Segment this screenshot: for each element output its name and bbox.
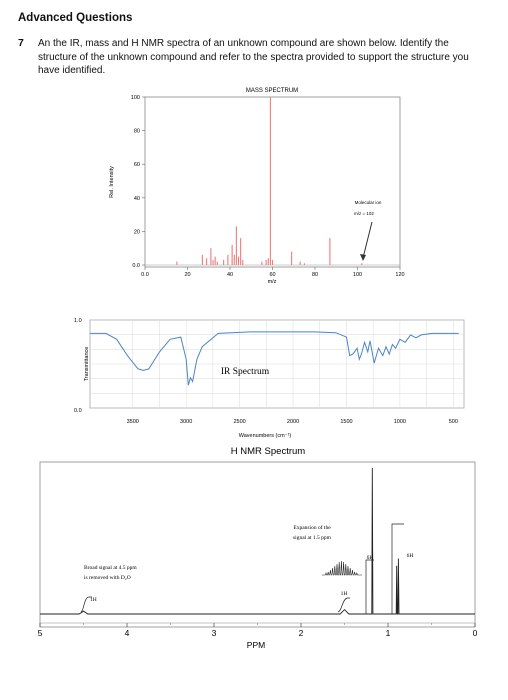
- nmr-title: H NMR Spectrum: [231, 446, 306, 457]
- ir-x-tick-label: 2000: [287, 419, 299, 425]
- integral-curve-1-2ppm: [365, 559, 374, 614]
- nmr-x-tick-label: 2: [299, 628, 304, 638]
- integral-label-1-5ppm: 1H: [341, 591, 348, 597]
- molecular-ion-arrow: [362, 221, 373, 259]
- question-number: 7: [18, 37, 24, 49]
- ms-y-tick-label: 0.0: [132, 263, 140, 269]
- ir-x-tick-label: 1500: [340, 419, 352, 425]
- integral-curve-0-9ppm: [391, 523, 404, 614]
- ms-y-tick-label: 20: [134, 229, 140, 235]
- ms-x-axis-label: m/z: [268, 279, 277, 285]
- section-heading: Advanced Questions: [18, 12, 133, 24]
- molecular-ion-label: Molecular ion: [355, 200, 382, 205]
- ir-title: IR Spectrum: [221, 367, 270, 377]
- ms-y-tick-label: 60: [134, 162, 140, 168]
- ir-spectrum-line: [90, 331, 459, 386]
- integral-curve-4-5ppm: [80, 596, 92, 613]
- molecular-ion-arrowhead: [360, 254, 366, 261]
- ir-y-tick-label: 0.0: [74, 408, 82, 414]
- ir-x-tick-label: 3500: [127, 419, 139, 425]
- ms-x-tick-label: 60: [269, 272, 275, 278]
- ms-title: MASS SPECTRUM: [246, 88, 298, 94]
- expansion-note-line1: Expansion of the: [293, 524, 331, 531]
- nmr-x-tick-label: 3: [212, 628, 217, 638]
- expansion-multiplet-line: [322, 560, 362, 576]
- ms-x-tick-label: 120: [395, 272, 404, 278]
- nmr-x-tick-label: 5: [38, 628, 43, 638]
- ir-y-axis-label: Transmittance: [84, 347, 90, 382]
- ir-x-tick-label: 2500: [233, 419, 245, 425]
- broad-signal-note-line2: is removed with D₂O: [84, 575, 131, 581]
- nmr-plot-frame: [39, 461, 476, 628]
- ms-y-tick-label: 100: [131, 95, 140, 101]
- mass-spectrum-chart: MASS SPECTRUM Rel. Intensity m/z 0.0 20 40…: [109, 88, 405, 285]
- ir-x-tick-label: 3000: [180, 419, 192, 425]
- nmr-x-axis-label: PPM: [247, 640, 265, 650]
- ir-x-tick-label: 500: [449, 419, 458, 425]
- ir-x-tick-label: 1000: [394, 419, 406, 425]
- ms-x-tick-label: 0.0: [141, 272, 149, 278]
- ir-spectrum-chart: IR Spectrum Transmittance Wavenumbers (c…: [74, 318, 465, 439]
- ms-y-tick-label: 40: [134, 196, 140, 202]
- integral-label-0-9ppm: 6H: [407, 553, 414, 559]
- integral-label-1-2ppm: 6H: [367, 555, 374, 561]
- ms-y-axis-label: Rel. Intensity: [109, 166, 115, 198]
- ms-x-tick-label: 20: [184, 272, 190, 278]
- ms-x-tick-label: 40: [227, 272, 233, 278]
- expansion-multiplet: [322, 560, 362, 576]
- integral-label-4-5ppm: 1H: [90, 597, 97, 603]
- ms-plot-frame: [144, 96, 401, 268]
- expansion-note-line2: signal at 1.5 ppm: [293, 535, 332, 541]
- broad-signal-note-line1: Broad signal at 4.5 ppm: [84, 565, 137, 571]
- nmr-x-tick-label: 1: [386, 628, 391, 638]
- integral-curve-1-5ppm: [337, 597, 350, 613]
- ms-x-tick-label: 100: [353, 272, 362, 278]
- ms-y-tick-label: 80: [134, 129, 140, 135]
- ms-x-tick-label: 80: [312, 272, 318, 278]
- nmr-spectrum-line: [40, 467, 475, 615]
- nmr-x-tick-label: 0: [473, 628, 478, 638]
- question-text: An the IR, mass and H NMR spectra of an …: [38, 38, 469, 76]
- molecular-ion-mz-label: m/z = 102: [354, 211, 374, 216]
- ir-x-axis-label: Wavenumbers (cm⁻¹): [239, 433, 292, 439]
- nmr-x-tick-label: 4: [125, 628, 130, 638]
- ir-y-tick-label: 1.0: [74, 318, 82, 324]
- nmr-spectrum-chart: H NMR Spectrum 5 4 3 2 1 0 PPM 1H 1H 6H 6H Br…: [38, 446, 478, 650]
